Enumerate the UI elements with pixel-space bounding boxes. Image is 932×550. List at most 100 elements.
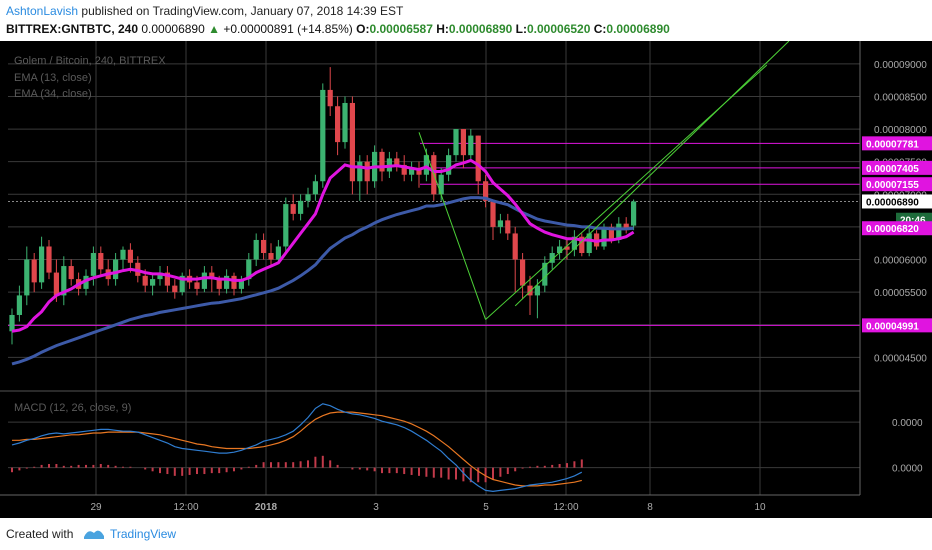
channel-line: [418, 132, 487, 320]
candle-body: [416, 168, 422, 175]
candle: [357, 155, 363, 201]
candle-body: [357, 161, 363, 182]
candle-body: [453, 129, 459, 156]
time-tick-label: 8: [647, 502, 653, 513]
price-tick-label: 0.00005500: [874, 288, 927, 299]
candle-body: [275, 246, 281, 260]
close-label: C:: [593, 22, 607, 36]
price-label: 0.00004991: [862, 318, 932, 333]
up-arrow-icon: ▲: [208, 22, 220, 36]
candle: [571, 230, 577, 257]
candle: [224, 269, 230, 294]
created-with-text: Created with: [6, 527, 74, 541]
candle-body: [409, 168, 415, 175]
candle: [157, 266, 163, 286]
candle-body: [53, 272, 59, 296]
price-label-text: 0.00006890: [866, 197, 919, 208]
price-tick-label: 0.00004500: [874, 353, 927, 364]
candle: [68, 259, 74, 286]
author-link[interactable]: AshtonLavish: [6, 4, 79, 18]
candle: [364, 155, 370, 195]
candle: [512, 226, 518, 293]
price-axis-bg: [860, 41, 932, 518]
tradingview-brand-link[interactable]: TradingView: [110, 527, 177, 541]
candle-body: [157, 272, 163, 280]
candle-body: [16, 295, 22, 315]
candle-body: [534, 285, 540, 296]
axes: 0.000090000.000085000.000080000.00007500…: [0, 41, 932, 518]
candle: [246, 253, 252, 286]
price-label-bg: [862, 136, 932, 151]
ema13-line: [11, 158, 635, 333]
candle-body: [9, 314, 15, 332]
candle: [113, 253, 119, 286]
candle-body: [520, 259, 526, 286]
price-label-bg: [862, 194, 932, 209]
candle-body: [401, 164, 407, 175]
candle: [483, 174, 489, 208]
candle: [623, 217, 629, 234]
candle: [542, 256, 548, 293]
low-label: L:: [515, 22, 527, 36]
candle: [534, 279, 540, 319]
candle-body: [586, 233, 592, 254]
candle: [468, 129, 474, 162]
candle-body: [379, 151, 385, 172]
candle-body: [320, 89, 326, 182]
tradingview-logo-icon: [84, 530, 104, 539]
candle-body: [475, 135, 481, 182]
candle: [172, 279, 178, 299]
candle-body: [460, 129, 466, 156]
legend-ema13: EMA (13, close): [14, 72, 92, 84]
candle-body: [335, 106, 341, 143]
candle: [631, 199, 637, 231]
candle-body: [24, 259, 30, 296]
time-tick-label: 12:00: [173, 502, 198, 513]
candle-body: [164, 272, 170, 286]
price-label-text: 0.00007155: [866, 180, 919, 191]
candle-body: [194, 282, 200, 289]
candle-body: [342, 102, 348, 143]
candle-body: [261, 239, 267, 254]
candle-body: [179, 275, 185, 293]
candle: [275, 239, 281, 263]
last-price: 0.00006890: [141, 22, 205, 36]
candle: [261, 233, 267, 260]
price-chart[interactable]: 0.000090000.000085000.000080000.00007500…: [0, 41, 932, 518]
candle: [298, 194, 304, 221]
candle-body: [312, 181, 318, 195]
candle: [39, 236, 45, 289]
candle-body: [172, 285, 178, 293]
candle: [305, 187, 311, 208]
candle-body: [142, 275, 148, 286]
candle: [490, 200, 496, 240]
candle: [231, 272, 237, 296]
candle: [283, 197, 289, 254]
ema-lines: [11, 158, 635, 366]
price-label: 0.00006820: [862, 221, 932, 236]
candle-body: [512, 233, 518, 260]
candle: [320, 83, 326, 188]
candle-body: [631, 201, 637, 226]
candle: [9, 308, 15, 345]
price-label-text: 0.00004991: [866, 321, 919, 332]
published-text: published on TradingView.com, January 07…: [81, 4, 404, 18]
legend-title: Golem / Bitcoin, 240, BITTREX: [14, 55, 166, 67]
price-label: 0.00006890: [862, 194, 932, 209]
high-label: H:: [436, 22, 449, 36]
footer: Created with TradingView: [0, 518, 932, 550]
candle-body: [608, 226, 614, 240]
time-tick-label: 2018: [255, 502, 278, 513]
candle-body: [83, 275, 89, 289]
candle-body: [98, 253, 104, 270]
candle-body: [394, 158, 400, 165]
candle: [16, 285, 22, 322]
open-value: 0.00006587: [369, 22, 433, 36]
price-label-text: 0.00006820: [866, 224, 919, 235]
candle: [327, 67, 333, 117]
candle: [416, 161, 422, 188]
time-tick-label: 29: [90, 502, 102, 513]
candle: [505, 213, 511, 240]
candle-body: [490, 200, 496, 227]
candle-body: [557, 246, 563, 254]
